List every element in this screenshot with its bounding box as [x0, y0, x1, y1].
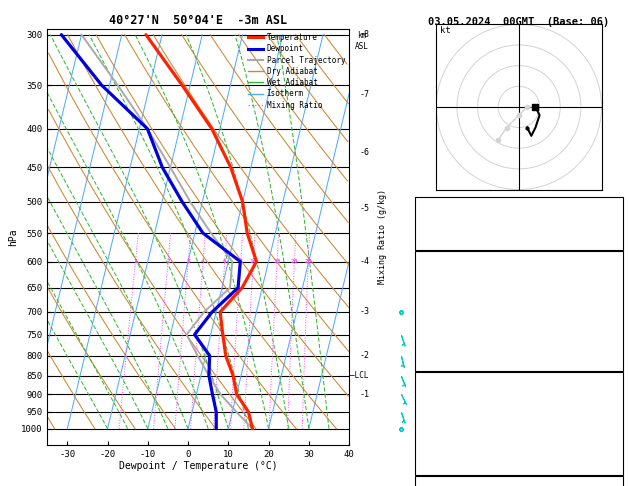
Text: 6: 6 — [223, 259, 226, 264]
Text: -1: -1 — [359, 390, 369, 399]
Text: -8: -8 — [359, 30, 369, 39]
Text: 14: 14 — [608, 200, 620, 209]
Text: 12: 12 — [608, 320, 620, 330]
Text: PW (cm): PW (cm) — [418, 233, 459, 242]
Text: 16: 16 — [608, 271, 620, 280]
Text: K: K — [418, 200, 424, 209]
Text: 2: 2 — [166, 259, 170, 264]
Text: CAPE (J): CAPE (J) — [418, 441, 464, 450]
Text: Lifted Index: Lifted Index — [418, 320, 487, 330]
Text: 8: 8 — [239, 259, 243, 264]
Title: 40°27'N  50°04'E  -3m ASL: 40°27'N 50°04'E -3m ASL — [109, 14, 287, 27]
Text: -7: -7 — [359, 90, 369, 99]
Text: -4: -4 — [359, 257, 369, 266]
Text: 25: 25 — [304, 259, 312, 264]
Text: -6: -6 — [359, 148, 369, 157]
Text: CAPE (J): CAPE (J) — [418, 337, 464, 346]
Text: Hodograph: Hodograph — [493, 479, 545, 486]
Text: Mixing Ratio (g/kg): Mixing Ratio (g/kg) — [377, 190, 387, 284]
Text: 0: 0 — [614, 353, 620, 363]
Text: 750: 750 — [603, 391, 620, 400]
Text: 35: 35 — [608, 216, 620, 226]
Text: —LCL: —LCL — [350, 371, 369, 380]
Text: Most Unstable: Most Unstable — [482, 375, 556, 384]
Text: θe(K): θe(K) — [418, 304, 447, 313]
Text: Surface: Surface — [499, 254, 539, 263]
Text: 0: 0 — [614, 441, 620, 450]
Text: 1: 1 — [133, 259, 137, 264]
Text: Temp (°C): Temp (°C) — [418, 271, 470, 280]
Text: θe (K): θe (K) — [418, 408, 453, 417]
Text: 317: 317 — [603, 408, 620, 417]
Text: Totals Totals: Totals Totals — [418, 216, 493, 226]
Text: 20: 20 — [291, 259, 298, 264]
Legend: Temperature, Dewpoint, Parcel Trajectory, Dry Adiabat, Wet Adiabat, Isotherm, Mi: Temperature, Dewpoint, Parcel Trajectory… — [248, 33, 345, 110]
Text: 10: 10 — [250, 259, 257, 264]
Text: 03.05.2024  00GMT  (Base: 06): 03.05.2024 00GMT (Base: 06) — [428, 17, 610, 27]
Text: 6: 6 — [614, 424, 620, 434]
Text: 2.02: 2.02 — [596, 233, 620, 242]
Text: 306: 306 — [603, 304, 620, 313]
Text: km: km — [357, 31, 366, 40]
Text: 0: 0 — [614, 457, 620, 467]
Text: 4: 4 — [201, 259, 205, 264]
Text: -3: -3 — [359, 308, 369, 316]
Text: -2: -2 — [359, 351, 369, 360]
Y-axis label: hPa: hPa — [8, 228, 18, 246]
Text: Lifted Index: Lifted Index — [418, 424, 487, 434]
Text: ASL: ASL — [355, 42, 369, 51]
Text: 15: 15 — [274, 259, 281, 264]
Text: Dewp (°C): Dewp (°C) — [418, 287, 470, 296]
Text: -5: -5 — [359, 204, 369, 213]
Text: 7.4: 7.4 — [603, 287, 620, 296]
X-axis label: Dewpoint / Temperature (°C): Dewpoint / Temperature (°C) — [119, 461, 277, 471]
Text: Pressure (mb): Pressure (mb) — [418, 391, 493, 400]
Text: kt: kt — [440, 26, 451, 35]
Text: CIN (J): CIN (J) — [418, 353, 459, 363]
Text: CIN (J): CIN (J) — [418, 457, 459, 467]
Text: 0: 0 — [614, 337, 620, 346]
Text: 3: 3 — [186, 259, 190, 264]
Text: © weatheronline.co.uk: © weatheronline.co.uk — [462, 471, 576, 480]
